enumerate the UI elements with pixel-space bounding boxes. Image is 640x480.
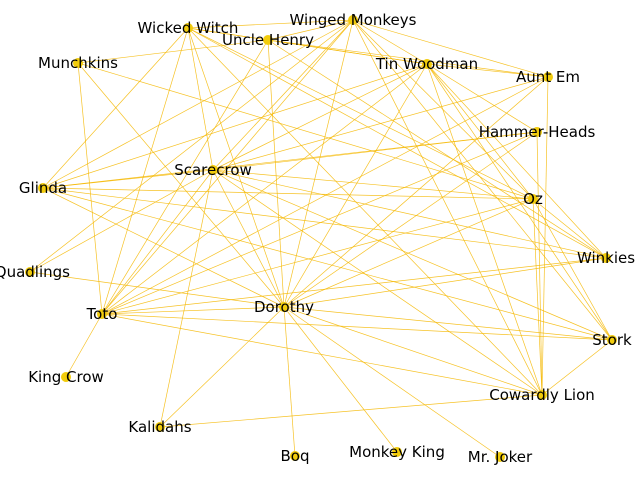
edge-tin-woodman-dorothy <box>284 64 427 307</box>
edge-winged-monkeys-dorothy <box>284 20 353 307</box>
edge-tin-woodman-stork <box>427 64 612 340</box>
node-label-aunt-em: Aunt Em <box>516 68 580 86</box>
edge-scarecrow-kalidahs <box>160 170 213 427</box>
label-layer: Wicked Witch Winged Monkeys Uncle Henry Mun… <box>0 11 635 466</box>
node-label-winged-monkeys: Winged Monkeys <box>290 11 417 29</box>
edge-dorothy-kalidahs <box>160 307 284 427</box>
node-label-winkies: Winkies <box>577 249 635 267</box>
edge-scarecrow-cowardly-lion <box>213 170 542 395</box>
node-label-hammer-heads: Hammer-Heads <box>479 123 596 141</box>
edge-oz-toto <box>102 199 533 314</box>
edge-glinda-dorothy <box>43 188 284 307</box>
edge-tin-woodman-cowardly-lion <box>427 64 542 395</box>
edge-tin-woodman-scarecrow <box>213 64 427 170</box>
edge-scarecrow-winkies <box>213 170 606 258</box>
edge-dorothy-boq <box>284 307 295 456</box>
node-label-uncle-henry: Uncle Henry <box>222 31 314 49</box>
edge-tin-woodman-winkies <box>427 64 606 258</box>
node-label-monkey-king: Monkey King <box>349 443 445 461</box>
node-label-munchkins: Munchkins <box>38 54 118 72</box>
node-label-glinda: Glinda <box>19 179 67 197</box>
edge-munchkins-toto <box>78 63 102 314</box>
edge-oz-stork <box>533 199 612 340</box>
edge-hammer-heads-cowardly-lion <box>537 132 542 395</box>
node-label-boq: Boq <box>281 447 310 465</box>
node-label-stork: Stork <box>592 331 632 349</box>
node-label-oz: Oz <box>523 190 543 208</box>
node-label-king-crow: King Crow <box>28 368 104 386</box>
node-label-quadlings: Quadlings <box>0 263 70 281</box>
edge-hammer-heads-dorothy <box>284 132 537 307</box>
node-label-dorothy: Dorothy <box>254 298 314 316</box>
node-label-cowardly-lion: Cowardly Lion <box>489 386 595 404</box>
edge-dorothy-monkey-king <box>284 307 397 452</box>
edge-kalidahs-cowardly-lion <box>160 395 542 427</box>
node-label-kalidahs: Kalidahs <box>128 418 191 436</box>
node-label-toto: Toto <box>86 305 118 323</box>
edge-dorothy-mr-joker <box>284 307 500 457</box>
edge-glinda-stork <box>43 188 612 340</box>
edge-tin-woodman-toto <box>102 64 427 314</box>
node-label-mr-joker: Mr. Joker <box>468 448 533 466</box>
edge-munchkins-dorothy <box>78 63 284 307</box>
node-label-tin-woodman: Tin Woodman <box>375 55 478 73</box>
edge-scarecrow-dorothy <box>213 170 284 307</box>
node-label-scarecrow: Scarecrow <box>174 161 252 179</box>
